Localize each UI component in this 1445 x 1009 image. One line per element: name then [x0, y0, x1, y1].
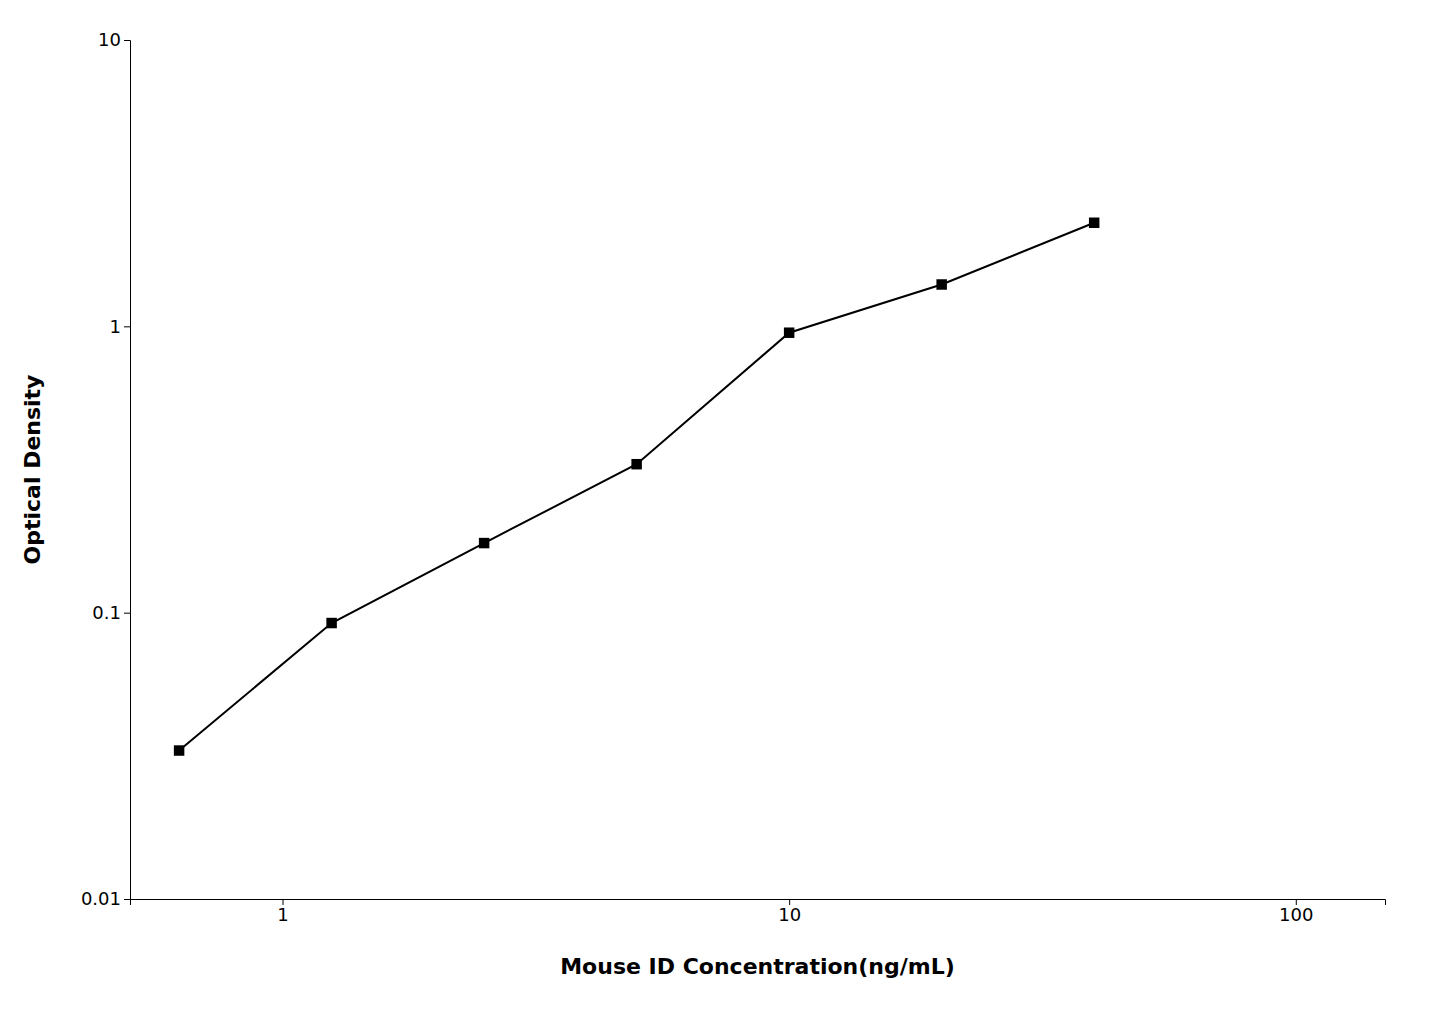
axis-line [131, 900, 1386, 906]
tick-label: 0.01 [81, 888, 121, 909]
tick-mark [124, 326, 130, 327]
tick: 0.01 [81, 888, 130, 909]
marker [936, 279, 946, 289]
tick-mark [124, 40, 130, 41]
plot-area: 1 10 100 0.01 0.1 1 10 [81, 29, 1386, 925]
tick: 10 [98, 29, 130, 50]
tick-label: 100 [1279, 904, 1313, 925]
line [179, 223, 1094, 751]
chart: 1 10 100 0.01 0.1 1 10 Mouse ID Concentration(n… [0, 0, 1445, 1009]
tick-label: 1 [110, 316, 121, 337]
marker [1089, 218, 1099, 228]
tick: 10 [778, 899, 801, 925]
marker [174, 745, 184, 755]
marker [784, 327, 794, 337]
tick: 100 [1279, 899, 1313, 925]
y-axis-title: Optical Density [20, 375, 45, 565]
tick: 1 [110, 316, 130, 337]
y-axis: 0.01 0.1 1 10 [81, 29, 131, 909]
marker [326, 618, 336, 628]
marker [631, 459, 641, 469]
x-axis-title: Mouse ID Concentration(ng/mL) [560, 954, 955, 979]
tick-label: 10 [778, 904, 801, 925]
marker [479, 538, 489, 548]
tick-mark [124, 613, 130, 614]
x-axis: 1 10 100 [131, 899, 1386, 925]
tick-label: 10 [98, 29, 121, 50]
tick-mark [124, 899, 130, 900]
axis-line [124, 41, 131, 900]
tick: 0.1 [92, 602, 130, 623]
tick-label: 0.1 [92, 602, 121, 623]
tick: 1 [277, 899, 288, 925]
marks [174, 218, 1100, 756]
tick-label: 1 [277, 904, 288, 925]
